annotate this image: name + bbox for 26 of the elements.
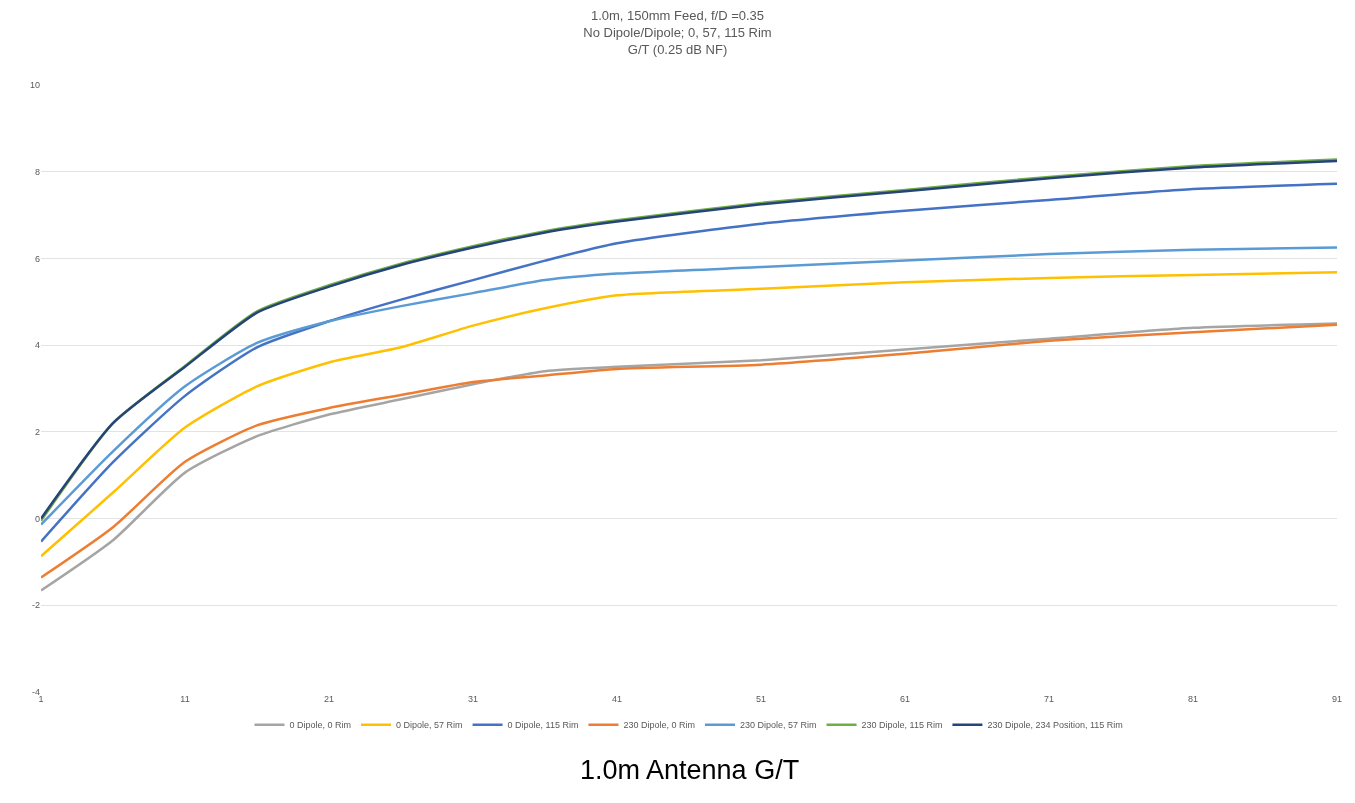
text: 1.0m Antenna G/T bbox=[580, 755, 800, 785]
y-tick-label: 2 bbox=[34, 427, 40, 438]
x-tick-label: 91 bbox=[1331, 694, 1343, 704]
x-tick-label: 41 bbox=[611, 694, 623, 704]
x-tick-label: 11 bbox=[180, 694, 190, 704]
legend-label: 0 Dipole, 57 Rim bbox=[396, 720, 463, 731]
y-tick-label: 6 bbox=[34, 253, 40, 264]
legend-label: 230 Dipole, 57 Rim bbox=[739, 720, 817, 731]
x-tick-label: 61 bbox=[899, 694, 911, 704]
legend-label: 230 Dipole, 115 Rim bbox=[861, 720, 943, 731]
legend-label: 230 Dipole, 0 Rim bbox=[623, 720, 695, 731]
x-tick-label: 21 bbox=[323, 694, 335, 704]
legend-label: 0 Dipole, 0 Rim bbox=[289, 720, 352, 731]
y-tick-label: 10 bbox=[29, 80, 40, 91]
y-tick-label: -2 bbox=[31, 600, 40, 611]
y-tick-label: -4 bbox=[31, 687, 40, 698]
x-tick-label: 31 bbox=[467, 694, 479, 704]
y-tick-label: 8 bbox=[34, 166, 40, 177]
x-tick-label: 51 bbox=[755, 694, 767, 704]
chart-title: 1.0m, 150mm Feed, f/D =0.35 No Dipole/Dipole; 0, 57, 115 Rim G/T (0.25 dB NF) bbox=[583, 8, 772, 57]
legend-label: 0 Dipole, 115 Rim bbox=[507, 720, 579, 731]
y-tick-label: 0 bbox=[34, 513, 40, 524]
x-tick-label: 81 bbox=[1187, 694, 1199, 704]
y-tick-label: 4 bbox=[34, 340, 40, 351]
legend-label: 230 Dipole, 234 Position, 115 Rim bbox=[987, 720, 1123, 731]
x-tick-label: 71 bbox=[1043, 694, 1055, 704]
